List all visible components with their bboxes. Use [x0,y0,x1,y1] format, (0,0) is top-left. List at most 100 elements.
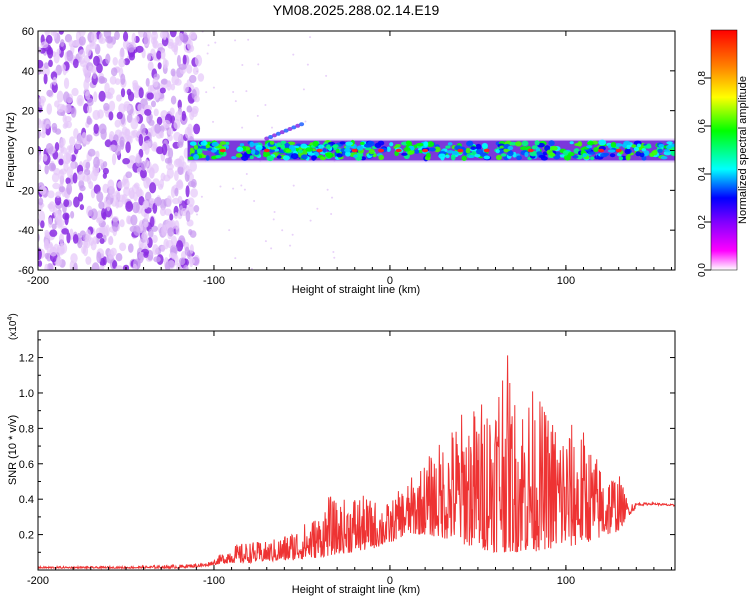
noise-dot [196,70,199,73]
noise-blob [122,31,129,42]
noise-blob [159,207,166,217]
noise-blob [56,103,65,113]
noise-blob [156,50,162,60]
signal-blob [438,153,446,159]
noise-blob [90,31,98,44]
noise-blob [40,41,49,49]
noise-dot [289,244,292,247]
noise-blob [89,42,97,50]
noise-blob [105,53,111,65]
noise-blob [118,131,126,140]
signal-blob [643,145,652,149]
noise-blob [169,107,175,116]
signal-blob [356,145,364,151]
noise-blob [51,122,58,131]
noise-blob [143,177,150,189]
spectrogram-y-ticks: -60 -40 -20 0 20 40 60 [18,26,675,277]
signal-blob [297,149,304,154]
signal-blob [395,143,401,148]
signal-blob [641,148,647,152]
signal-blob [475,143,482,150]
signal-blob [609,153,616,158]
signal-blob [603,152,610,156]
signal-blob [635,151,642,157]
signal-blob [618,156,624,161]
noise-blob [151,31,157,36]
noise-dot [273,210,276,213]
noise-blob [116,94,122,102]
noise-dot [256,114,259,117]
noise-blob [160,49,166,60]
noise-blob [102,161,108,168]
noise-blob [143,251,149,258]
signal-blob [401,152,408,156]
noise-blob [38,95,47,104]
noise-blob [182,54,187,66]
noise-blob [135,153,140,164]
signal-blob [324,152,333,156]
noise-blob [64,103,72,114]
noise-blob [96,63,103,74]
noise-blob [78,49,86,58]
noise-blob [170,83,176,91]
spectrogram-y-label: Frequency (Hz) [5,112,17,188]
signal-blob [266,155,275,162]
diagonal-blob [264,136,270,141]
noise-blob [171,42,179,53]
colorbar-tick-label: 0.2 [697,215,708,229]
y-tick-label: -40 [18,225,34,237]
noise-blob [128,155,137,164]
signal-blob [276,142,282,148]
noise-dot [304,120,307,123]
noise-blob [96,217,104,224]
noise-blob [96,191,104,203]
signal-blob [410,145,415,151]
noise-dot [264,104,267,107]
x-tick-label: -100 [203,575,225,587]
signal-blob [483,155,491,160]
noise-blob [93,156,100,169]
signal-blob [445,154,450,159]
noise-blob [38,163,42,172]
noise-blob [147,85,153,93]
noise-blob [176,262,181,270]
noise-blob [71,87,79,97]
noise-blob [189,255,194,268]
signal-blob [403,147,411,152]
signal-blob [450,154,456,161]
noise-blob [96,251,102,264]
noise-blob [93,123,99,135]
noise-blob [167,147,174,159]
noise-dot [270,247,273,250]
diagonal-blob [279,130,285,135]
signal-blob [336,153,343,158]
noise-blob [98,32,104,43]
signal-blob [345,141,353,146]
signal-blob [671,147,675,151]
noise-blob [106,41,114,49]
noise-blob [106,199,111,212]
noise-dot [250,267,253,270]
signal-blob [614,143,623,147]
noise-blob [184,246,190,256]
noise-blob [118,103,126,114]
diagonal-blob [287,126,293,131]
noise-dot [241,126,244,129]
noise-blob [39,210,46,223]
noise-blob [190,188,198,198]
noise-blob [193,254,200,267]
signal-blob [307,152,315,156]
noise-blob [59,233,65,245]
noise-blob [119,136,125,147]
noise-blob [187,197,195,207]
noise-blob [54,195,62,206]
signal-blob [536,151,543,156]
noise-dot [241,63,244,66]
noise-blob [186,39,193,51]
diagonal-blob [299,122,305,127]
signal-blob [231,155,237,160]
noise-blob [186,64,193,74]
noise-blob [143,140,151,150]
noise-blob [117,194,126,203]
signal-blob [339,141,346,145]
